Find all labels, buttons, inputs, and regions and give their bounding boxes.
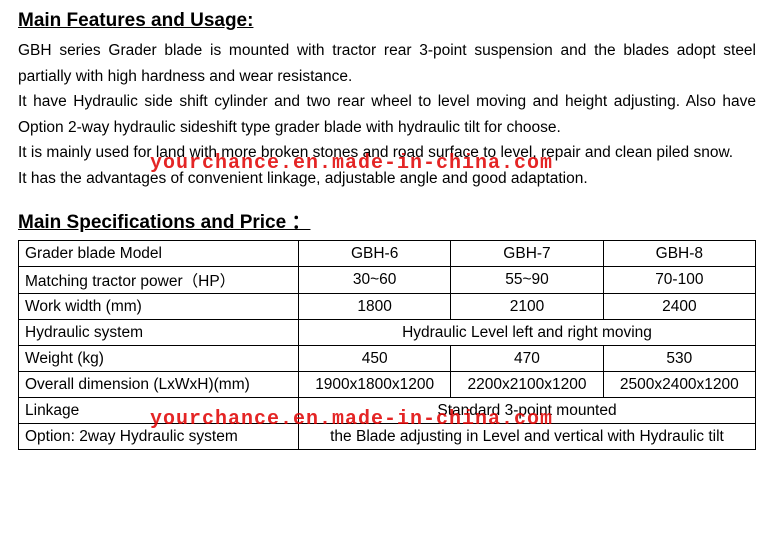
- cell-label: Hydraulic system: [19, 320, 299, 346]
- cell-label: Overall dimension (LxWxH)(mm): [19, 372, 299, 398]
- table-row: Grader blade Model GBH-6 GBH-7 GBH-8: [19, 241, 756, 267]
- cell-value: 450: [299, 346, 451, 372]
- cell-value: 1800: [299, 294, 451, 320]
- description-p3: It is mainly used for land with more bro…: [18, 140, 756, 166]
- cell-value: 530: [603, 346, 755, 372]
- cell-span: Hydraulic Level left and right moving: [299, 320, 756, 346]
- cell-value: 1900x1800x1200: [299, 372, 451, 398]
- cell-value: GBH-7: [451, 241, 603, 267]
- cell-value: 2500x2400x1200: [603, 372, 755, 398]
- table-row: Hydraulic system Hydraulic Level left an…: [19, 320, 756, 346]
- cell-value: GBH-6: [299, 241, 451, 267]
- description-p4: It has the advantages of convenient link…: [18, 166, 756, 192]
- specs-table: Grader blade Model GBH-6 GBH-7 GBH-8 Mat…: [18, 240, 756, 450]
- cell-span: the Blade adjusting in Level and vertica…: [299, 424, 756, 450]
- cell-value: 2400: [603, 294, 755, 320]
- features-heading: Main Features and Usage:: [18, 10, 756, 32]
- cell-label: Grader blade Model: [19, 241, 299, 267]
- table-row: Matching tractor power（HP） 30~60 55~90 7…: [19, 267, 756, 294]
- cell-value: 30~60: [299, 267, 451, 294]
- cell-value: 55~90: [451, 267, 603, 294]
- cell-value: 2200x2100x1200: [451, 372, 603, 398]
- table-row: Overall dimension (LxWxH)(mm) 1900x1800x…: [19, 372, 756, 398]
- cell-label: Option: 2way Hydraulic system: [19, 424, 299, 450]
- table-row: Work width (mm) 1800 2100 2400: [19, 294, 756, 320]
- cell-value: 470: [451, 346, 603, 372]
- table-row: Weight (kg) 450 470 530: [19, 346, 756, 372]
- specs-heading: Main Specifications and Price ：: [18, 207, 756, 234]
- cell-value: GBH-8: [603, 241, 755, 267]
- table-row: Option: 2way Hydraulic system the Blade …: [19, 424, 756, 450]
- description-p2: It have Hydraulic side shift cylinder an…: [18, 89, 756, 140]
- cell-value: 70-100: [603, 267, 755, 294]
- cell-value: 2100: [451, 294, 603, 320]
- table-row: Linkage Standard 3-point mounted: [19, 398, 756, 424]
- cell-label: Weight (kg): [19, 346, 299, 372]
- description-p1: GBH series Grader blade is mounted with …: [18, 38, 756, 89]
- cell-label: Work width (mm): [19, 294, 299, 320]
- cell-label: Matching tractor power（HP）: [19, 267, 299, 294]
- cell-label: Linkage: [19, 398, 299, 424]
- cell-span: Standard 3-point mounted: [299, 398, 756, 424]
